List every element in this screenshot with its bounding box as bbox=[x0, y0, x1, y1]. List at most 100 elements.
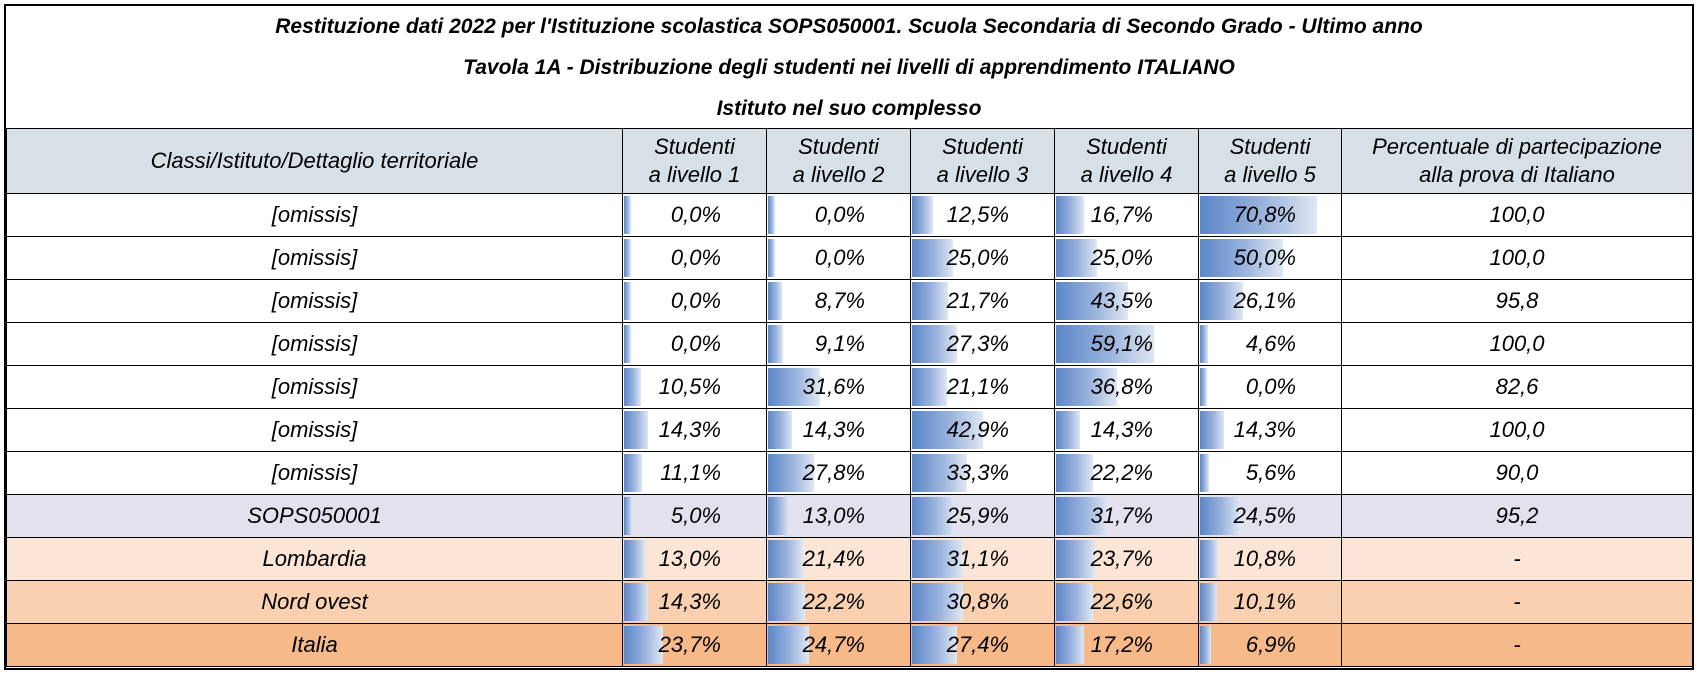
row-label: Italia bbox=[6, 623, 623, 667]
data-bar bbox=[1056, 626, 1084, 664]
level-3-value: 30,8% bbox=[946, 589, 1009, 614]
level-5-cell: 10,1% bbox=[1198, 580, 1342, 624]
level-5-value: 70,8% bbox=[1233, 202, 1296, 227]
data-bar bbox=[624, 411, 648, 449]
table-body: [omissis] 0,0% 0,0% 12,5% 16,7% 70,8% 100,0 [om… bbox=[6, 193, 1693, 667]
data-bar bbox=[1056, 411, 1080, 449]
data-bar bbox=[1200, 368, 1207, 406]
level-4-value: 22,6% bbox=[1090, 589, 1153, 614]
header-participation-line2: alla prova di Italiano bbox=[1419, 162, 1615, 187]
level-5-cell: 50,0% bbox=[1198, 236, 1342, 280]
level-4-cell: 36,8% bbox=[1054, 365, 1199, 409]
row-label: Nord ovest bbox=[6, 580, 623, 624]
data-bar bbox=[1200, 282, 1243, 320]
header-level-4-line2: a livello 4 bbox=[1080, 162, 1173, 187]
table-row: [omissis] 0,0% 0,0% 12,5% 16,7% 70,8% 100,0 bbox=[6, 193, 1693, 237]
data-bar bbox=[624, 325, 631, 363]
table-row: [omissis] 0,0% 8,7% 21,7% 43,5% 26,1% 95,8 bbox=[6, 279, 1693, 323]
data-bar bbox=[1056, 368, 1117, 406]
level-4-value: 43,5% bbox=[1090, 288, 1153, 313]
data-bar bbox=[768, 626, 809, 664]
level-1-cell: 0,0% bbox=[622, 322, 767, 366]
data-bar bbox=[1200, 325, 1208, 363]
level-3-cell: 30,8% bbox=[910, 580, 1055, 624]
data-bar bbox=[912, 540, 963, 578]
header-level-1: Studenti a livello 1 bbox=[622, 128, 767, 194]
level-3-cell: 12,5% bbox=[910, 193, 1055, 237]
data-bar bbox=[912, 497, 955, 535]
data-bar bbox=[624, 583, 648, 621]
header-level-1-line1: Studenti bbox=[654, 134, 735, 159]
level-1-value: 0,0% bbox=[670, 202, 721, 227]
participation-value: - bbox=[1341, 537, 1693, 581]
data-bar bbox=[912, 368, 947, 406]
level-3-value: 27,3% bbox=[946, 331, 1009, 356]
level-2-cell: 14,3% bbox=[766, 408, 911, 452]
data-bar bbox=[768, 454, 814, 492]
participation-value: 100,0 bbox=[1341, 236, 1693, 280]
level-2-value: 9,1% bbox=[814, 331, 865, 356]
level-4-value: 14,3% bbox=[1090, 417, 1153, 442]
header-level-3-line1: Studenti bbox=[942, 134, 1023, 159]
table-row: Italia 23,7% 24,7% 27,4% 17,2% 6,9% - bbox=[6, 623, 1693, 667]
level-5-value: 4,6% bbox=[1245, 331, 1296, 356]
data-bar bbox=[1056, 282, 1128, 320]
header-level-5-line1: Studenti bbox=[1229, 134, 1311, 159]
level-1-value: 11,1% bbox=[660, 460, 721, 485]
level-5-value: 10,8% bbox=[1233, 546, 1296, 571]
data-bar bbox=[624, 454, 642, 492]
level-3-cell: 21,1% bbox=[910, 365, 1055, 409]
data-bar bbox=[1200, 540, 1218, 578]
level-4-value: 36,8% bbox=[1090, 374, 1153, 399]
data-bar bbox=[1056, 239, 1097, 277]
level-5-cell: 14,3% bbox=[1198, 408, 1342, 452]
data-bar bbox=[1200, 239, 1283, 277]
data-bar bbox=[1056, 454, 1093, 492]
participation-value: 90,0 bbox=[1341, 451, 1693, 495]
header-level-5-line2: a livello 5 bbox=[1224, 162, 1316, 187]
header-territory: Classi/Istituto/Dettaglio territoriale bbox=[6, 128, 623, 194]
data-bar bbox=[624, 196, 631, 234]
level-4-cell: 14,3% bbox=[1054, 408, 1199, 452]
level-2-cell: 13,0% bbox=[766, 494, 911, 538]
level-4-cell: 16,7% bbox=[1054, 193, 1199, 237]
level-1-cell: 14,3% bbox=[622, 580, 767, 624]
data-bar bbox=[768, 497, 789, 535]
level-1-value: 10,5% bbox=[658, 374, 721, 399]
data-bar bbox=[1056, 497, 1108, 535]
data-bar bbox=[768, 368, 820, 406]
table-row: Nord ovest 14,3% 22,2% 30,8% 22,6% 10,1% - bbox=[6, 580, 1693, 624]
data-bar bbox=[1200, 411, 1224, 449]
participation-value: - bbox=[1341, 623, 1693, 667]
level-3-cell: 21,7% bbox=[910, 279, 1055, 323]
level-1-cell: 23,7% bbox=[622, 623, 767, 667]
level-5-value: 6,9% bbox=[1245, 632, 1296, 657]
table-row: [omissis] 14,3% 14,3% 42,9% 14,3% 14,3% 100,0 bbox=[6, 408, 1693, 452]
data-bar bbox=[912, 454, 967, 492]
level-4-value: 22,2% bbox=[1090, 460, 1153, 485]
level-2-value: 14,3% bbox=[802, 417, 865, 442]
level-2-value: 22,2% bbox=[802, 589, 865, 614]
level-1-cell: 14,3% bbox=[622, 408, 767, 452]
level-5-cell: 6,9% bbox=[1198, 623, 1342, 667]
level-5-cell: 24,5% bbox=[1198, 494, 1342, 538]
level-3-value: 21,1% bbox=[946, 374, 1009, 399]
participation-value: 95,2 bbox=[1341, 494, 1693, 538]
level-5-cell: 0,0% bbox=[1198, 365, 1342, 409]
data-bar bbox=[912, 239, 953, 277]
report-title: Restituzione dati 2022 per l'Istituzione… bbox=[275, 15, 1423, 38]
data-bar bbox=[624, 626, 663, 664]
level-1-cell: 0,0% bbox=[622, 279, 767, 323]
level-1-value: 14,3% bbox=[658, 417, 721, 442]
level-4-cell: 25,0% bbox=[1054, 236, 1199, 280]
data-bar bbox=[768, 196, 775, 234]
level-2-value: 27,8% bbox=[802, 460, 865, 485]
level-4-value: 16,7% bbox=[1090, 202, 1153, 227]
level-2-value: 21,4% bbox=[802, 546, 865, 571]
table-row: [omissis] 10,5% 31,6% 21,1% 36,8% 0,0% 82,6 bbox=[6, 365, 1693, 409]
level-5-value: 0,0% bbox=[1245, 374, 1296, 399]
data-bar bbox=[768, 282, 782, 320]
table-row: [omissis] 11,1% 27,8% 33,3% 22,2% 5,6% 90,0 bbox=[6, 451, 1693, 495]
data-bar bbox=[1056, 583, 1093, 621]
data-bar bbox=[912, 583, 963, 621]
